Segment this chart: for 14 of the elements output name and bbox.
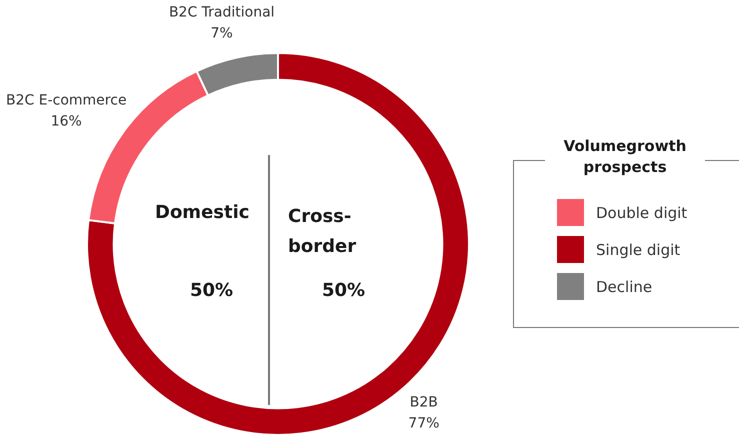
slice-label: B2C Traditional xyxy=(168,4,275,21)
data-label: 77% xyxy=(408,416,440,432)
text: Double digit xyxy=(596,204,688,222)
slice-label: B2C E-commerce xyxy=(6,92,127,108)
legend-title: Volumegrowth prospects xyxy=(545,136,705,178)
slice-label: B2B xyxy=(410,394,438,411)
text: Cross-border xyxy=(288,205,358,259)
text: Domestic xyxy=(155,202,250,223)
text: Single digit xyxy=(596,240,680,258)
text: 50% xyxy=(190,280,234,301)
data-label: 7% xyxy=(210,26,233,42)
data-label: 16% xyxy=(50,113,82,130)
text: Decline xyxy=(596,278,652,296)
text: 50% xyxy=(322,280,366,301)
